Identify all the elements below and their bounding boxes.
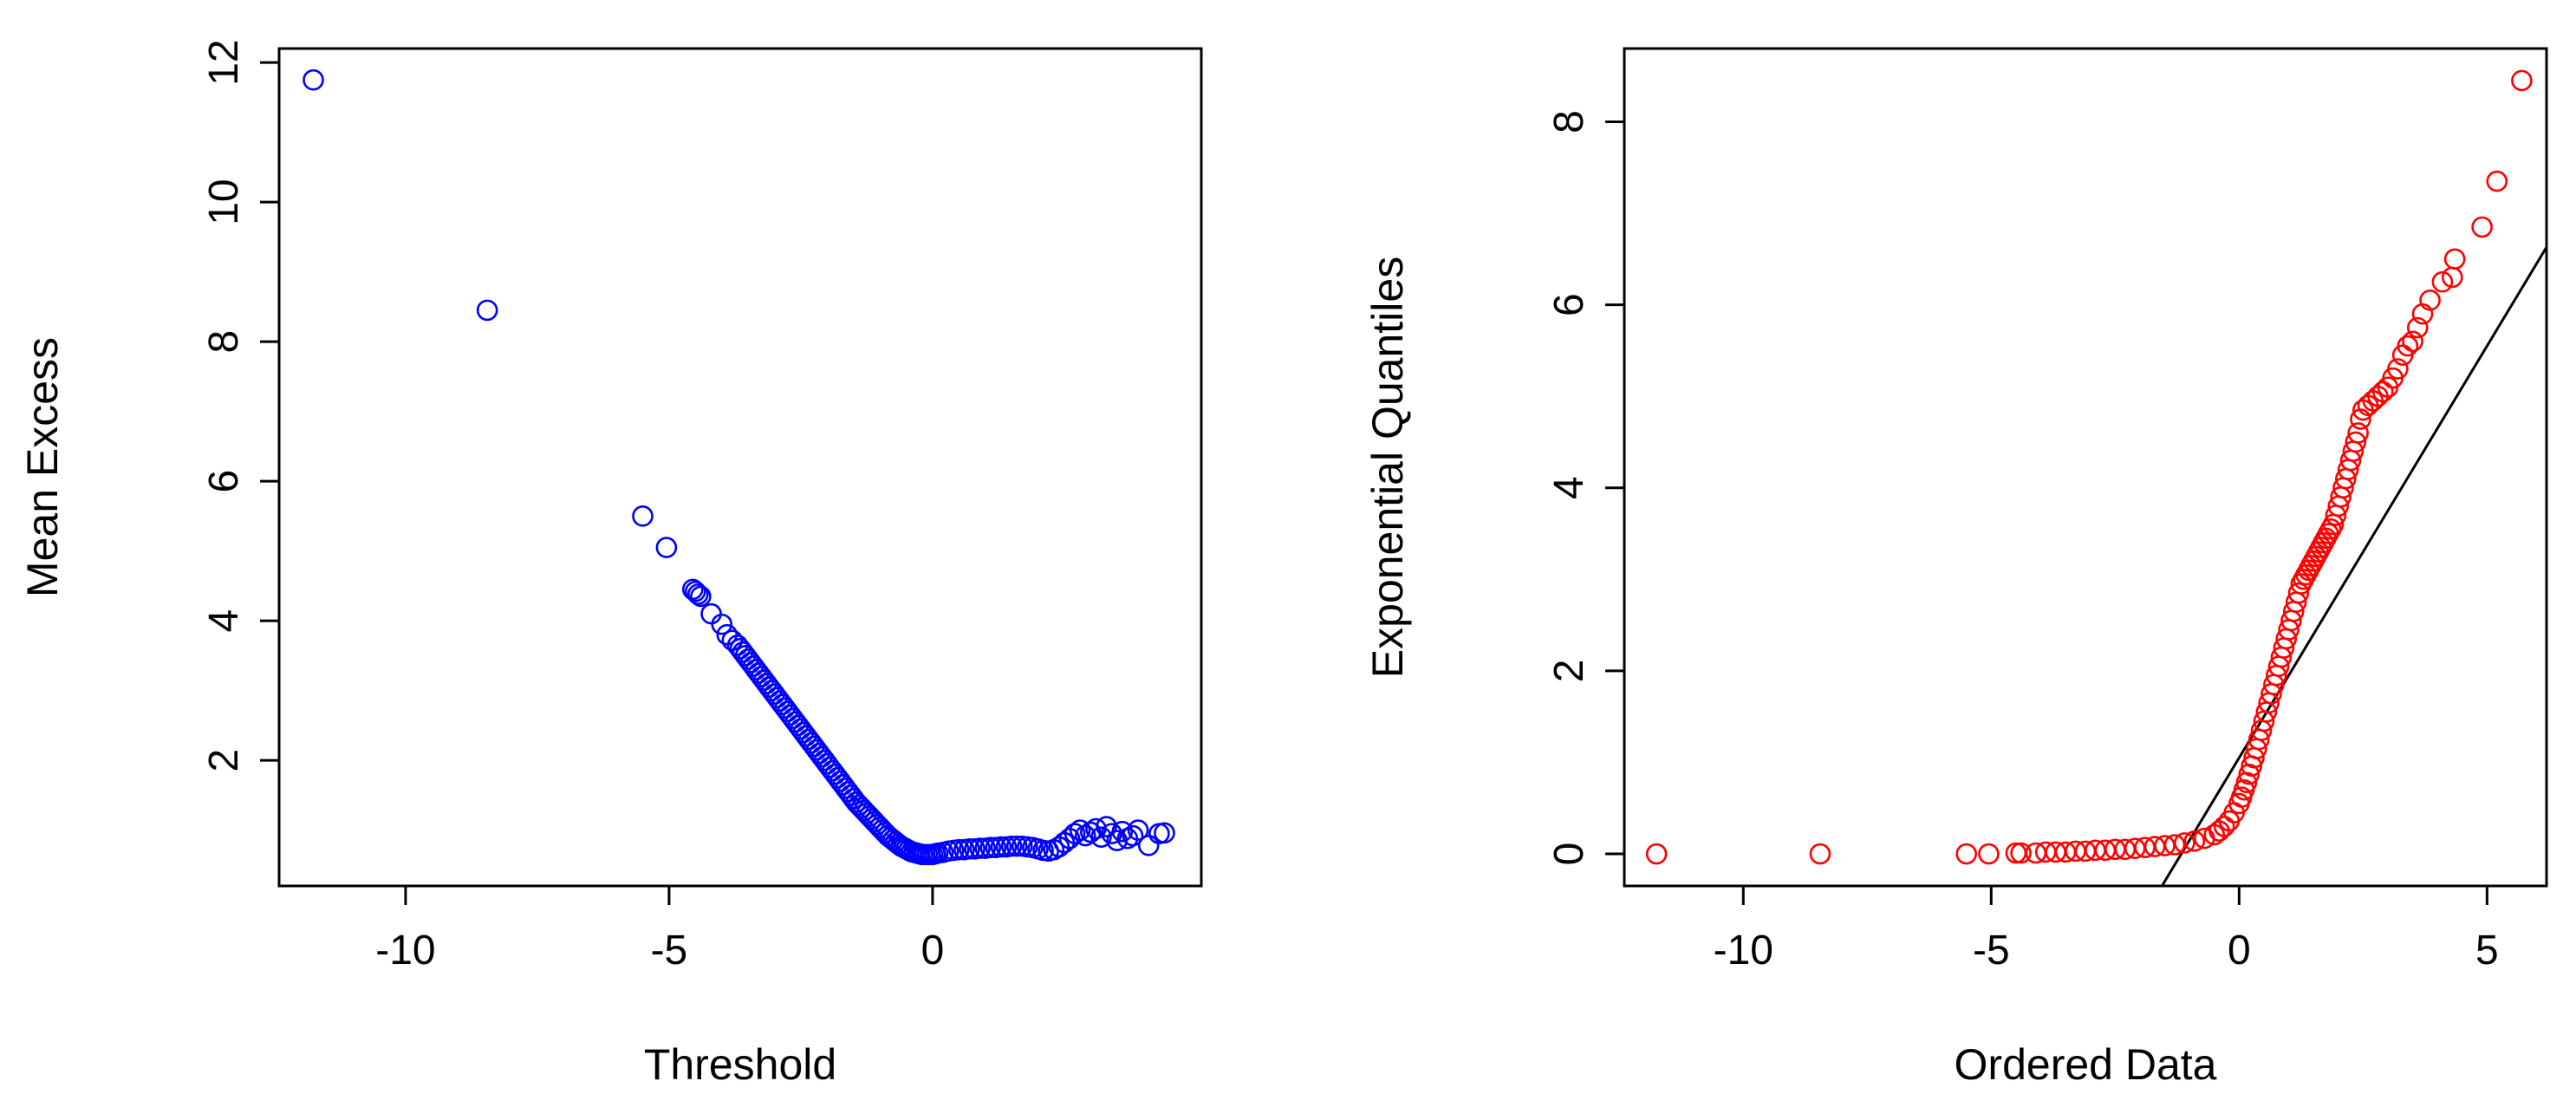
exponential-qq-plot: -10 -5 0 5 0 2 4 6 8 Ordered Data Exponential Quan… bbox=[1363, 47, 2548, 1089]
exp-qq-point bbox=[2183, 830, 2206, 852]
mean-excess-y-tick-label: 6 bbox=[201, 470, 247, 493]
exp-qq-point bbox=[2406, 316, 2429, 339]
exp-qq-y-axis-title: Exponential Quantiles bbox=[1363, 257, 1412, 678]
mean-excess-y-tick-label: 10 bbox=[201, 179, 247, 225]
exp-qq-point bbox=[2419, 290, 2441, 311]
exp-qq-point bbox=[1645, 843, 1668, 865]
mean-excess-point bbox=[1122, 824, 1144, 847]
mean-excess-point bbox=[1154, 822, 1175, 844]
exp-qq-point bbox=[2010, 842, 2032, 864]
exp-qq-x-tick-label: 0 bbox=[2228, 928, 2251, 973]
mean-excess-point bbox=[1111, 820, 1134, 843]
mean-excess-y-tick-label: 12 bbox=[201, 39, 247, 85]
exp-qq-point bbox=[2471, 216, 2493, 238]
exp-qq-point bbox=[2287, 582, 2310, 604]
mean-excess-point bbox=[1096, 816, 1117, 837]
exp-qq-point bbox=[2397, 335, 2419, 357]
exp-qq-point bbox=[1955, 843, 1978, 865]
mean-excess-y-tick-label: 8 bbox=[201, 330, 247, 354]
exp-qq-x-tick-label: 5 bbox=[2475, 928, 2499, 973]
mean-excess-x-tick-label: -10 bbox=[375, 928, 435, 973]
exp-qq-point bbox=[2511, 69, 2533, 92]
exp-qq-y-tick-label: 4 bbox=[1546, 476, 1592, 499]
exp-qq-x-tick-label: -5 bbox=[1973, 928, 2010, 973]
mean-excess-point bbox=[979, 837, 1002, 859]
mean-excess-x-axis-title: Threshold bbox=[644, 1040, 836, 1089]
exp-qq-point bbox=[2371, 381, 2394, 403]
exp-qq-point bbox=[2345, 431, 2367, 453]
mean-excess-y-axis-title: Mean Excess bbox=[18, 337, 67, 597]
mean-excess-point bbox=[1069, 819, 1091, 841]
mean-excess-x-tick-label: -5 bbox=[651, 928, 688, 973]
mean-excess-point bbox=[969, 837, 991, 859]
mean-excess-y-tick-label: 4 bbox=[201, 609, 247, 633]
exp-qq-point bbox=[2443, 248, 2466, 270]
exp-qq-point bbox=[2387, 358, 2409, 380]
exp-qq-point bbox=[2213, 816, 2235, 837]
mean-excess-point bbox=[1005, 835, 1028, 857]
mean-excess-point bbox=[700, 602, 722, 625]
mean-excess-point bbox=[655, 537, 678, 558]
mean-excess-point bbox=[476, 299, 498, 322]
mean-excess-point bbox=[959, 838, 980, 860]
mean-excess-point bbox=[302, 68, 324, 91]
exp-qq-point bbox=[2174, 832, 2195, 854]
exp-qq-x-tick-label: -10 bbox=[1714, 928, 1773, 973]
exp-qq-y-tick-label: 0 bbox=[1546, 843, 1592, 866]
exp-qq-point bbox=[2005, 842, 2027, 864]
mean-excess-point bbox=[1101, 823, 1122, 844]
mean-excess-point bbox=[632, 505, 654, 527]
exp-qq-point bbox=[2163, 834, 2186, 856]
mean-excess-point bbox=[1074, 824, 1096, 847]
mean-excess-point bbox=[1127, 819, 1149, 841]
exp-qq-reference-line bbox=[2161, 246, 2547, 886]
mean-excess-point bbox=[1137, 835, 1160, 856]
mean-excess-point bbox=[1090, 826, 1112, 848]
exp-qq-point bbox=[2319, 518, 2342, 540]
exp-qq-y-tick-label: 6 bbox=[1546, 293, 1592, 316]
mean-excess-point bbox=[1080, 821, 1102, 843]
exp-qq-point bbox=[1978, 843, 2000, 865]
exp-qq-point bbox=[2431, 270, 2454, 293]
mean-excess-point bbox=[681, 578, 704, 601]
mean-excess-point bbox=[685, 580, 706, 602]
mean-excess-plot: -10 -5 0 2 4 6 8 10 12 Threshold Mean Excess bbox=[18, 39, 1203, 1089]
mean-excess-point bbox=[690, 585, 712, 608]
mean-excess-point bbox=[990, 836, 1012, 858]
mean-excess-point bbox=[711, 613, 733, 635]
exp-qq-point bbox=[1809, 843, 1831, 865]
mean-excess-point bbox=[948, 838, 970, 861]
mean-excess-point bbox=[1064, 823, 1086, 844]
exp-qq-y-tick-label: 8 bbox=[1546, 110, 1592, 133]
mean-excess-x-tick-label: 0 bbox=[921, 928, 945, 973]
mean-excess-plot-frame bbox=[277, 47, 1203, 888]
exp-qq-plot-frame bbox=[1623, 47, 2548, 888]
exp-qq-point bbox=[2486, 170, 2508, 192]
exp-qq-point bbox=[2402, 330, 2423, 353]
mean-excess-point bbox=[687, 583, 709, 605]
mean-excess-y-tick-label: 2 bbox=[201, 749, 247, 772]
exp-qq-point bbox=[2347, 422, 2369, 444]
exp-qq-x-axis-title: Ordered Data bbox=[1955, 1040, 2217, 1089]
exp-qq-y-tick-label: 2 bbox=[1546, 660, 1592, 683]
mean-excess-point bbox=[1000, 835, 1023, 857]
